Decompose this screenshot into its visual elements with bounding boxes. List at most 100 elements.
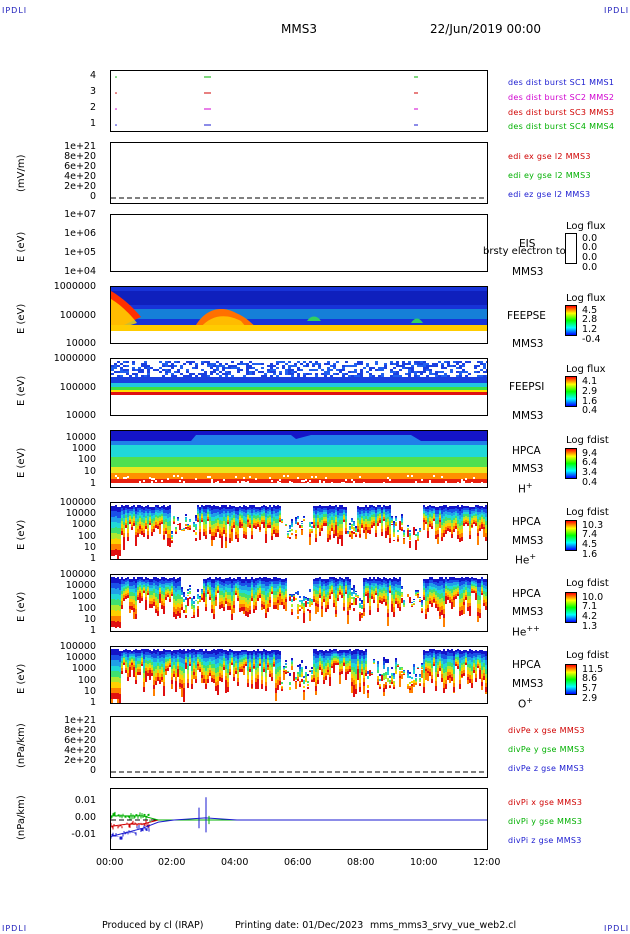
hpca-cell	[133, 663, 135, 666]
hpca-cell	[271, 533, 273, 537]
feepse-mid-band	[111, 309, 487, 319]
hpca-cell	[143, 659, 145, 664]
hpca-cell	[193, 525, 195, 527]
hpca-cell	[275, 513, 277, 517]
hpca-cell	[131, 665, 133, 670]
hpca-cell	[331, 666, 333, 668]
hpca-cell	[301, 660, 303, 663]
hpca-h-gap	[481, 482, 483, 485]
hpca-cell	[211, 514, 213, 518]
feepsi-pixel	[393, 367, 396, 369]
hpca-cell	[385, 522, 387, 526]
hpca-cell	[377, 509, 379, 512]
feepsi-pixel	[393, 375, 396, 377]
hpca-cell	[445, 586, 447, 589]
hpca-cell	[425, 520, 427, 522]
hpca-cell	[355, 594, 357, 595]
hpca-cell	[163, 599, 165, 603]
hpca-cell	[115, 583, 117, 589]
hpca-cell	[227, 592, 229, 596]
hpca-cell	[183, 610, 185, 613]
feepsi-pixel	[261, 367, 264, 369]
hpca-cell	[265, 524, 267, 528]
hpca-cell	[175, 669, 177, 673]
feepsi-pixel	[216, 369, 219, 371]
hpca-cell	[277, 584, 279, 587]
hpca-cell	[441, 606, 443, 611]
hpca-cell	[173, 519, 175, 521]
hpca-cell	[303, 611, 305, 614]
hpca-cell	[249, 598, 251, 602]
hpca-cell	[441, 522, 443, 526]
hpca-cell	[439, 577, 441, 582]
hpca-cell	[471, 523, 473, 526]
hpca-cell	[271, 536, 273, 540]
hpca-cell	[417, 592, 419, 593]
hpca-cell	[265, 659, 267, 664]
hpca-cell	[191, 604, 193, 607]
feepsi-pixel	[147, 369, 150, 371]
hpca-cell	[379, 516, 381, 518]
hpca-cell	[379, 518, 381, 520]
feepsi-pixel	[459, 375, 462, 377]
hpca-cell	[361, 605, 363, 607]
hpca-cell	[117, 616, 119, 622]
hpca-cell	[277, 516, 279, 520]
hpca-h-gap	[331, 482, 333, 485]
feepsi-pixel	[402, 365, 405, 367]
hpca-h-gap	[223, 479, 225, 481]
hpca-cell	[281, 522, 283, 523]
hpca-cell	[143, 513, 145, 517]
hpca-cell	[327, 585, 329, 589]
hpca-cell	[167, 661, 169, 664]
hpca-cell	[273, 650, 275, 652]
hpca-h-gap	[141, 485, 143, 487]
hpca-cell	[467, 517, 469, 520]
hpca-cell	[413, 599, 415, 600]
feepsi-pixel	[357, 373, 360, 375]
hpca-cell	[465, 520, 467, 522]
hpca-cell	[457, 509, 459, 513]
hpca-cell	[223, 650, 225, 653]
hpca-cell	[245, 652, 247, 654]
hpca-cell	[467, 600, 469, 604]
feepsi-pixel	[168, 365, 171, 367]
hpca-cell	[297, 610, 299, 614]
hpca-cell	[457, 505, 459, 509]
feepsi-pixel	[330, 365, 333, 367]
hpca-cell	[231, 526, 233, 529]
hpca-cell	[289, 537, 291, 539]
hpca-cell	[249, 510, 251, 513]
feepsi-pixel	[414, 373, 417, 375]
hpca-cell	[121, 594, 123, 598]
hpca-cell	[397, 585, 399, 589]
hpca-cell	[155, 662, 157, 666]
hpca-cell	[377, 604, 379, 608]
hpca-cell	[121, 584, 123, 588]
hpca-cell	[247, 517, 249, 519]
hpca-cell	[281, 519, 283, 520]
hpca-cell	[115, 511, 117, 517]
hpca-cell	[387, 604, 389, 609]
hpca-cell	[215, 673, 217, 678]
hpca-cell	[203, 588, 205, 590]
hpca-cell	[269, 654, 271, 657]
hpca-cell	[245, 607, 247, 612]
hpca-cell	[169, 521, 171, 526]
feepse-tick: 10000	[65, 338, 96, 349]
hpca-cell	[251, 684, 253, 689]
hpca-cell	[121, 521, 123, 525]
hpca-cell	[145, 652, 147, 655]
hpca-cell	[267, 663, 269, 665]
hpca-cell	[359, 517, 361, 521]
hpca-cell	[453, 512, 455, 515]
hpca-cell	[217, 685, 219, 690]
hpca-cell	[321, 669, 323, 672]
hpca-cell	[147, 584, 149, 586]
hpca-cell	[455, 580, 457, 583]
hpca-cell	[469, 535, 471, 539]
hpca-cell	[371, 585, 373, 588]
hpca-cell	[271, 584, 273, 586]
hpca-cell	[115, 677, 117, 683]
hpca-cell	[485, 589, 487, 593]
